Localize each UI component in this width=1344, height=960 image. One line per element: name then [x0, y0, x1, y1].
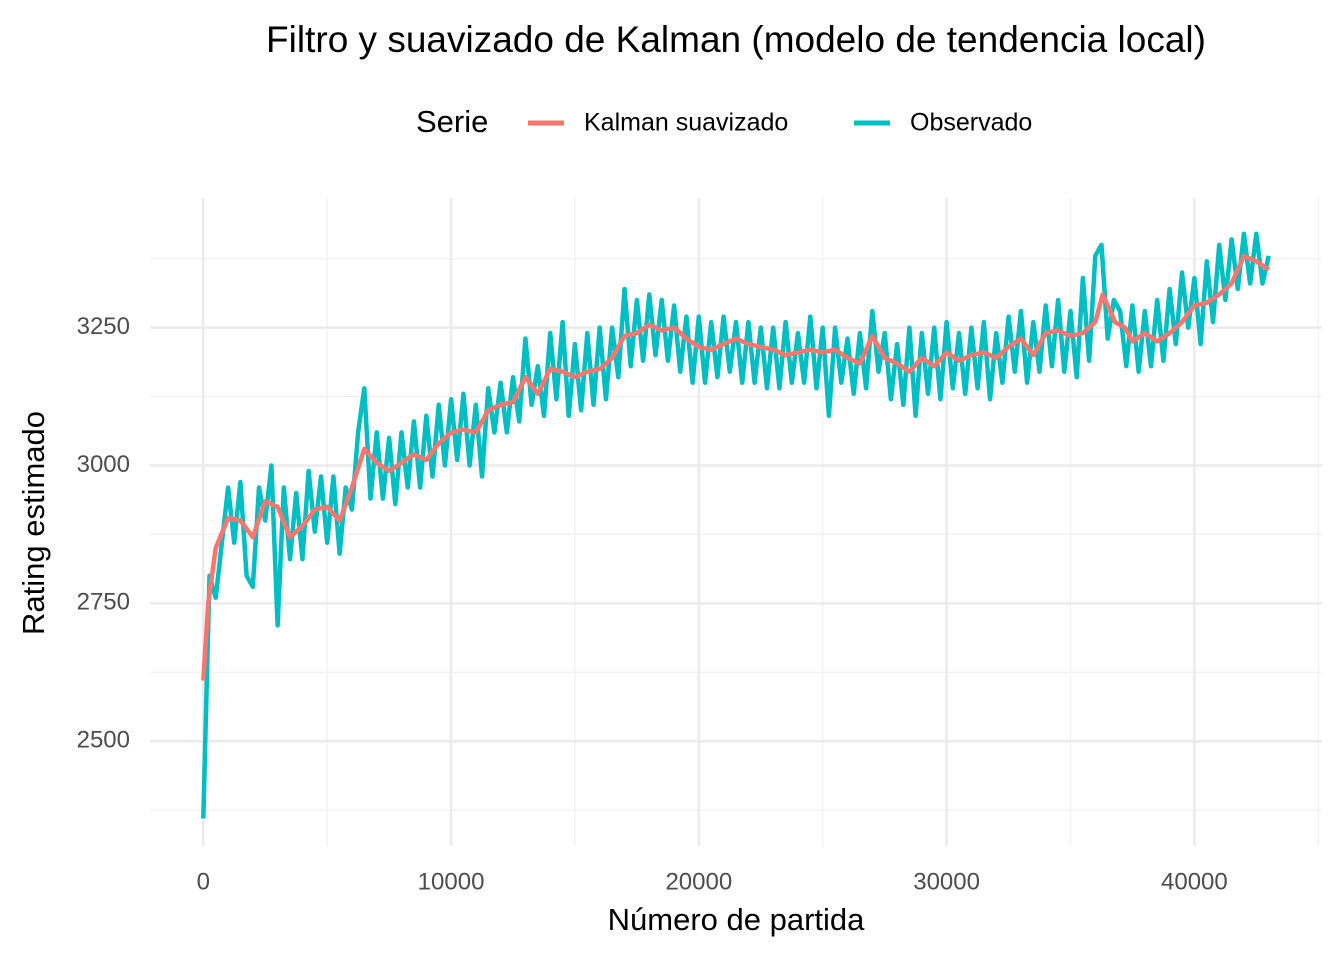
x-tick-label: 20000	[665, 868, 732, 895]
chart-title: Filtro y suavizado de Kalman (modelo de …	[266, 19, 1206, 60]
series-line	[201, 253, 1270, 681]
y-axis-title: Rating estimado	[16, 411, 51, 635]
y-tick-label: 3000	[77, 451, 130, 478]
legend: Serie Kalman suavizado Observado	[416, 104, 1032, 139]
y-tick-label: 2500	[77, 727, 130, 754]
plot-lines	[201, 231, 1271, 819]
y-tick-label: 3250	[77, 313, 130, 340]
y-tick-label: 2750	[77, 589, 130, 616]
x-tick-label: 0	[197, 868, 210, 895]
legend-label: Observado	[910, 109, 1032, 137]
x-axis-title: Número de partida	[608, 902, 866, 937]
legend-label: Kalman suavizado	[584, 109, 788, 137]
x-tick-label: 40000	[1161, 868, 1228, 895]
legend-title: Serie	[416, 104, 488, 139]
x-tick-label: 10000	[418, 868, 485, 895]
x-tick-label: 30000	[913, 868, 980, 895]
